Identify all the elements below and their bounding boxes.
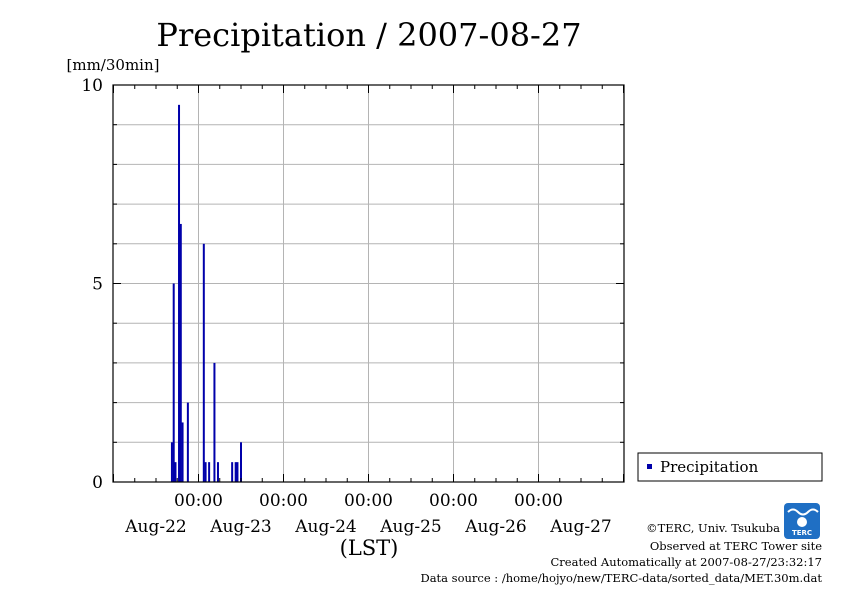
precip-bar	[174, 462, 177, 482]
x-tick-date-label: Aug-25	[379, 517, 441, 537]
precip-bar	[236, 462, 239, 482]
terc-logo: TERC	[784, 503, 820, 539]
legend-label: Precipitation	[660, 458, 759, 476]
legend-box	[637, 452, 823, 482]
x-tick-time-label: 00:00	[259, 491, 308, 511]
logo-drop-icon	[797, 517, 807, 527]
x-axis-label: (LST)	[340, 536, 399, 560]
x-tick-time-label: 00:00	[429, 491, 478, 511]
x-tick-time-label: 00:00	[174, 491, 223, 511]
legend-swatch	[647, 464, 652, 469]
precip-bar	[204, 462, 207, 482]
precip-bar	[240, 442, 242, 482]
precip-bar	[202, 243, 205, 482]
x-tick-time-label: 00:00	[514, 491, 563, 511]
precip-bar	[234, 462, 237, 482]
precip-bar	[179, 223, 182, 482]
precip-bar	[213, 362, 216, 482]
precip-bar	[231, 462, 234, 482]
footer-created: Created Automatically at 2007-08-27/23:3…	[551, 555, 823, 569]
logo-text: TERC	[792, 529, 812, 537]
y-tick-label: 10	[81, 76, 103, 96]
x-tick-date-label: Aug-24	[294, 517, 356, 537]
precip-bar	[178, 104, 181, 482]
chart-title: Precipitation / 2007-08-27	[156, 16, 581, 54]
bars	[170, 104, 242, 482]
x-tick-time-label: 00:00	[344, 491, 393, 511]
y-tick-label: 0	[92, 473, 103, 493]
x-tick-date-label: Aug-27	[549, 517, 611, 537]
precip-bar	[181, 422, 184, 482]
legend: Precipitation	[637, 452, 823, 482]
grid	[113, 85, 624, 482]
footer-source: Data source : /home/hojyo/new/TERC-data/…	[420, 571, 822, 585]
footer-copyright: ©TERC, Univ. Tsukuba	[646, 521, 780, 535]
x-tick-date-label: Aug-22	[124, 517, 186, 537]
y-tick-label: 5	[92, 275, 103, 295]
precip-bar	[216, 462, 219, 482]
footer-observed: Observed at TERC Tower site	[650, 539, 822, 553]
tick-labels: 0 5 10 00:00 00:00 00:00 00:00 00:00 Aug-22 Aug-2…	[81, 76, 611, 537]
precip-bar	[170, 442, 173, 482]
axis-ticks	[113, 84, 624, 483]
logo-wave	[787, 508, 819, 516]
precip-bar	[172, 283, 175, 482]
x-tick-date-label: Aug-23	[209, 517, 271, 537]
x-tick-date-label: Aug-26	[464, 517, 526, 537]
precip-bar	[208, 462, 211, 482]
precip-bar	[186, 402, 189, 482]
y-axis-unit: [mm/30min]	[67, 56, 160, 74]
